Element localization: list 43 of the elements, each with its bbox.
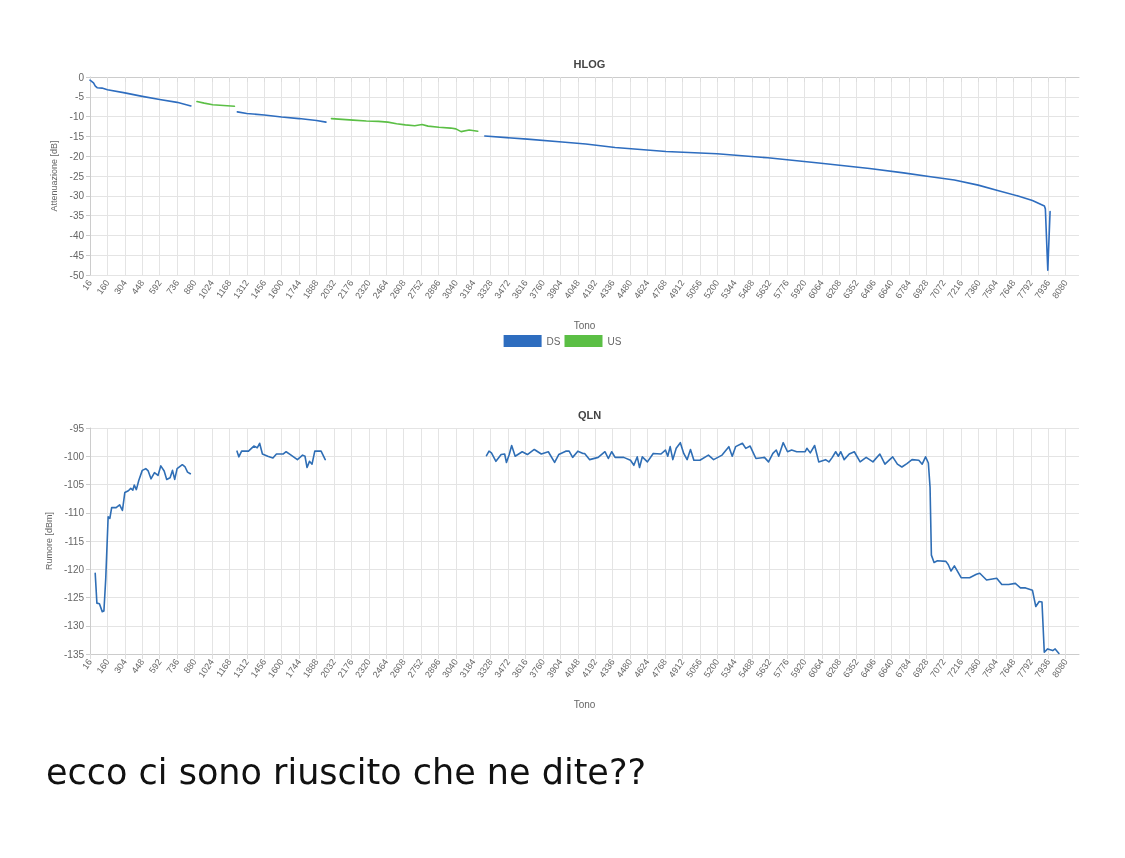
chart-title: HLOG [573,57,606,70]
y-tick-label: -100 [63,450,85,462]
x-tick-label: 592 [146,278,164,297]
y-tick-label: 0 [78,71,85,83]
y-tick-label: -120 [63,563,85,575]
y-tick-label: -45 [69,249,85,261]
x-tick-label: 16 [80,657,95,672]
y-axis-title: Rumore [dBm] [43,511,54,571]
y-tick-label: -5 [75,91,85,103]
x-tick-label: 880 [181,657,199,676]
y-tick-label: -130 [63,620,85,632]
x-tick-label: 160 [94,278,112,297]
x-axis-title: Tono [573,319,596,331]
y-tick-label: -35 [69,210,85,222]
y-tick-label: -25 [69,170,85,182]
legend-label: US [607,335,622,347]
y-tick-label: -125 [63,592,85,603]
x-tick-label: 16 [80,278,95,293]
y-tick-label: -95 [69,422,85,434]
legend-label: DS [546,335,561,347]
y-tick-label: -15 [69,130,85,142]
y-tick-label: -50 [69,269,85,281]
y-tick-label: -115 [64,535,85,547]
y-tick-label: -135 [63,648,85,660]
y-tick-label: -105 [63,479,85,490]
x-tick-label: 880 [181,278,199,297]
x-tick-label: 448 [129,657,147,676]
y-tick-label: -110 [64,507,85,519]
text: ecco ci sono riuscito che ne dite?? [46,752,647,792]
x-tick-label: 736 [164,278,182,297]
y-tick-label: -20 [69,150,85,162]
y-tick-label: -30 [69,190,85,202]
x-tick-label: 160 [94,657,112,676]
y-axis-title: Attenuazione [dB] [49,140,60,212]
x-axis-title: Tono [573,698,596,710]
x-tick-label: 592 [146,657,164,676]
y-tick-label: -10 [69,111,85,123]
x-tick-label: 304 [112,278,129,297]
chart-title: QLN [577,408,602,421]
x-tick-label: 304 [112,657,129,676]
x-tick-label: 736 [164,657,182,676]
y-tick-label: -40 [69,229,85,241]
x-tick-label: 448 [129,278,147,297]
